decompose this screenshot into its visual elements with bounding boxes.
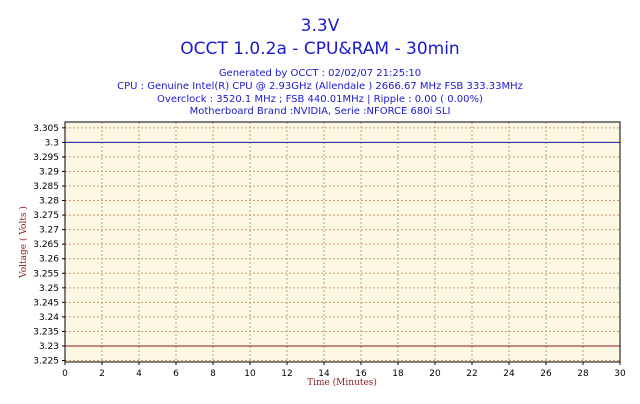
x-tick-label: 6 <box>173 369 179 379</box>
x-tick-label: 26 <box>540 369 552 379</box>
x-tick-label: 16 <box>355 369 367 379</box>
chart-title: 3.3V <box>300 16 340 36</box>
y-tick-label: 3.27 <box>39 226 59 236</box>
overclock-info: Overclock : 3520.1 MHz ; FSB 440.01MHz |… <box>157 94 483 105</box>
y-tick-label: 3.285 <box>33 182 59 192</box>
y-tick-label: 3.25 <box>39 284 59 294</box>
x-tick-label: 14 <box>318 369 330 379</box>
x-tick-labels: 0 2 4 6 8 10 12 14 16 18 20 22 24 26 28 30 <box>62 369 626 379</box>
x-tick-label: 18 <box>392 369 404 379</box>
y-tick-label: 3.23 <box>39 342 59 352</box>
y-tick-label: 3.26 <box>39 255 59 265</box>
chart-subtitle: OCCT 1.0.2a - CPU&RAM - 30min <box>180 39 460 59</box>
x-tick-label: 0 <box>62 369 68 379</box>
series-group <box>65 141 620 347</box>
y-tick-label: 3.28 <box>39 197 59 207</box>
y-tick-label: 3.305 <box>33 124 59 134</box>
x-axis-label: Time (Minutes) <box>307 377 377 388</box>
x-tick-label: 12 <box>281 369 292 379</box>
cpu-info: CPU : Genuine Intel(R) CPU @ 2.93GHz (Al… <box>117 81 523 92</box>
x-tick-label: 2 <box>99 369 105 379</box>
y-axis-label: Voltage ( Volts ) <box>18 206 29 279</box>
y-tick-label: 3.29 <box>39 167 59 177</box>
axes <box>62 121 621 365</box>
y-tick-label: 3.24 <box>39 313 59 323</box>
x-tick-label: 24 <box>503 369 515 379</box>
y-tick-label: 3.265 <box>33 240 59 250</box>
x-tick-label: 10 <box>244 369 256 379</box>
y-tick-label: 3.275 <box>33 211 59 221</box>
y-tick-label: 3.225 <box>33 357 59 367</box>
x-tick-label: 4 <box>136 369 142 379</box>
y-tick-label: 3.255 <box>33 269 59 279</box>
x-tick-label: 30 <box>614 369 626 379</box>
y-tick-label: 3.295 <box>33 153 59 163</box>
x-tick-label: 20 <box>429 369 441 379</box>
y-tick-label: 3.235 <box>33 327 59 337</box>
generated-info: Generated by OCCT : 02/02/07 21:25:10 <box>218 68 422 79</box>
x-tick-label: 8 <box>210 369 216 379</box>
y-tick-label: 3.3 <box>45 138 59 148</box>
plot-background <box>65 122 620 362</box>
plot-frame <box>64 121 621 363</box>
x-tick-label: 28 <box>577 369 589 379</box>
x-tick-label: 22 <box>466 369 477 379</box>
y-tick-labels: 3.305 3.3 3.295 3.29 3.285 3.28 3.275 3.27 3.265… <box>33 124 59 367</box>
motherboard-info: Motherboard Brand :NVIDIA, Serie :NFORCE… <box>189 106 451 117</box>
y-tick-label: 3.245 <box>33 298 59 308</box>
